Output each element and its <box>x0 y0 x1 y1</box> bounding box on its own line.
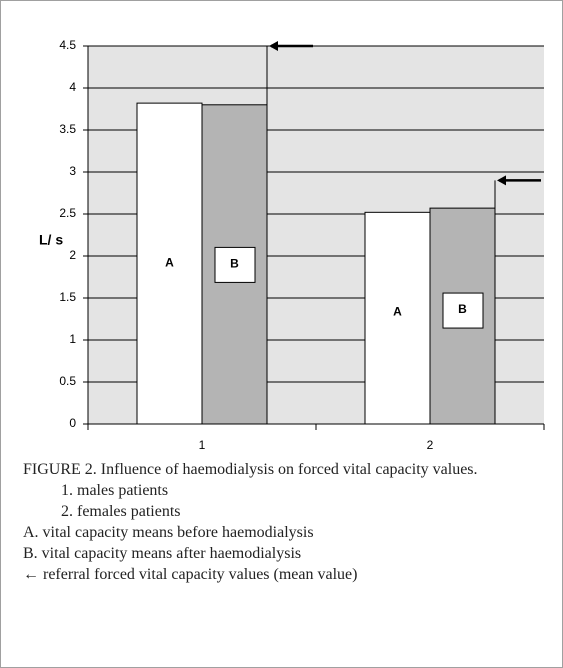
caption-item: 2. females patients <box>61 503 181 520</box>
y-tick-label: 1 <box>69 332 76 346</box>
bar-label: A <box>393 304 402 318</box>
caption-item: B. vital capacity means after haemodialy… <box>23 545 302 562</box>
reference-arrowhead <box>497 175 506 186</box>
y-tick-label: 2 <box>69 248 76 262</box>
y-tick-label: 4.5 <box>59 38 76 52</box>
reference-arrowhead <box>269 41 278 51</box>
caption-item: ← referral forced vital capacity values … <box>23 566 358 583</box>
y-axis-label: L/ s <box>39 232 63 248</box>
y-tick-label: 1.5 <box>59 290 76 304</box>
y-tick-label: 3.5 <box>59 122 76 136</box>
y-tick-label: 0.5 <box>59 374 76 388</box>
bar-label: B <box>458 302 467 316</box>
x-tick-label: 2 <box>427 438 434 452</box>
y-tick-label: 4 <box>69 80 76 94</box>
y-tick-label: 3 <box>69 164 76 178</box>
bar <box>364 211 431 425</box>
caption: FIGURE 2. Influence of haemodialysis on … <box>23 459 523 585</box>
caption-item: 1. males patients <box>61 482 169 499</box>
bar-label: B <box>230 257 239 271</box>
caption-title: FIGURE 2. Influence of haemodialysis on … <box>23 461 478 478</box>
x-tick-label: 1 <box>199 438 206 452</box>
caption-item: A. vital capacity means before haemodial… <box>23 524 314 541</box>
label-box <box>214 246 256 283</box>
y-tick-label: 2.5 <box>59 206 76 220</box>
bar <box>136 102 203 425</box>
chart: L/ s 0 0.5 1 1.5 2 2.5 3 3.5 4 4.5 1 A B 2 A B <box>39 38 545 452</box>
bar-label: A <box>165 256 174 270</box>
label-box <box>442 292 484 329</box>
y-tick-label: 0 <box>69 416 76 430</box>
